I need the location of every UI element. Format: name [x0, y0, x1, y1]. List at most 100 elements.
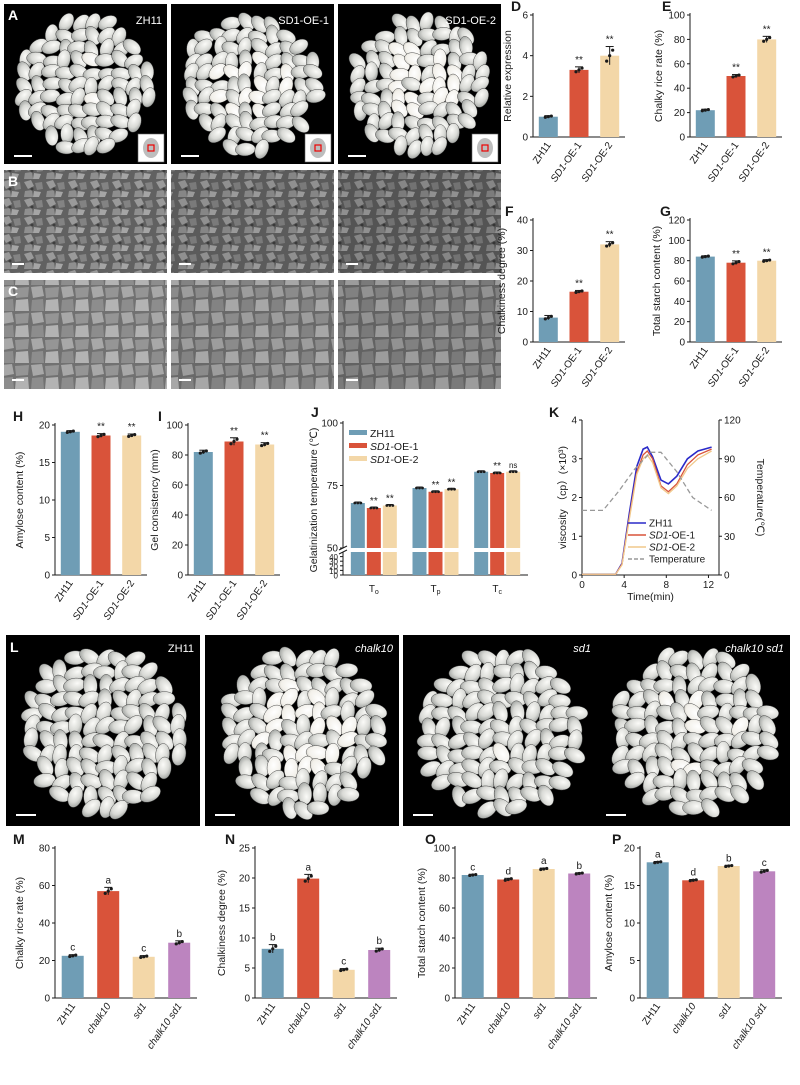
y-tick-label: 60 [172, 481, 184, 492]
data-point [142, 955, 146, 959]
data-point [474, 872, 478, 877]
bar-ZH11 [695, 110, 715, 137]
data-point [421, 486, 424, 490]
data-point [495, 471, 499, 475]
y-tick-label: 120 [668, 216, 685, 227]
bar-ZH11-Tp [412, 488, 427, 548]
data-point [306, 877, 310, 881]
bar-sd1 [332, 969, 355, 998]
photo-label: chalk10 [355, 643, 394, 655]
sem-image-C-3 [338, 280, 501, 389]
rice-grain [171, 743, 187, 766]
bar-ZH11 [646, 862, 669, 999]
bar-ZH11 [61, 955, 84, 998]
data-point [303, 879, 307, 883]
rice-grain [461, 650, 482, 668]
x-tick-label: 4 [621, 580, 627, 591]
significance-label: ** [386, 494, 394, 505]
y-tick-label: 20 [624, 844, 636, 855]
bar-SD1-OE-2-Tc [506, 471, 521, 548]
x-tick-sub: p [437, 589, 441, 596]
x-tick-label: Tc [492, 584, 502, 596]
significance-label: a [655, 850, 661, 861]
sem-shade [171, 280, 334, 389]
rice-grain [474, 88, 489, 108]
significance-label: ** [732, 249, 740, 260]
rice-grain [81, 798, 101, 818]
data-point [508, 470, 512, 474]
y-tick-label: 80 [39, 844, 51, 855]
bar-ZH11-To [350, 503, 365, 548]
significance-label: ** [261, 431, 269, 442]
bar-chalk10 sd1 [753, 871, 776, 999]
bar-SD1-OE-1-To [366, 508, 381, 548]
sem-texture [338, 170, 501, 273]
significance-label: ** [606, 35, 614, 46]
y-tick-label: 20 [239, 874, 251, 885]
data-point [653, 861, 657, 865]
y-tick-label: 40 [517, 216, 529, 227]
data-point [503, 878, 507, 882]
line-series-SD1-OE-2 [582, 450, 712, 575]
data-point [345, 967, 349, 971]
rice-grain [96, 138, 116, 154]
rice-grain [364, 123, 380, 143]
y-tick-label: 80 [172, 451, 184, 462]
bar-lower-SD1-OE-2-To [382, 552, 397, 575]
y-tick-label: 80 [674, 35, 686, 46]
significance-label: ** [575, 278, 583, 289]
grain-photo-3: SD1-OE-2 [338, 4, 501, 164]
x-tick-label: chalk10 sd1 [545, 1001, 585, 1051]
rice-grain [758, 715, 776, 736]
panel-letter-L: L [10, 639, 19, 655]
y-tick-label: 20 [329, 562, 338, 571]
rice-grain [378, 112, 395, 131]
legend-swatch [349, 443, 367, 448]
x-tick-main: T [430, 584, 436, 595]
x-tick-rest: -OE-1 [82, 578, 107, 607]
chart-P: 0 5 10 15 20 Amylose content (%) Pa ZH11 d chalk1… [603, 831, 782, 1051]
rice-grain [60, 123, 74, 144]
sem-image-B-1 [4, 170, 167, 273]
data-point [198, 451, 202, 455]
rice-grain [66, 756, 85, 777]
x-tick-rest: -OE-2 [113, 578, 138, 607]
data-point [68, 954, 72, 959]
y-axis-label: Chalky rice rate (%) [653, 30, 665, 122]
data-point [577, 871, 581, 876]
significance-label: c [70, 943, 75, 954]
rice-grain [289, 38, 309, 55]
panel-letter-O: O [425, 831, 436, 847]
y-tick-label: 0 [679, 338, 685, 349]
bar-SD1-OE-1-Tp [428, 491, 443, 548]
data-point [130, 433, 134, 438]
y-tick-label: 30 [517, 246, 529, 257]
significance-label: d [690, 868, 696, 879]
rice-grain [335, 663, 359, 678]
chart-O: 0 20 40 60 80 100 Total starch content (%) Oc ZH… [416, 831, 597, 1051]
panel-letter-I: I [158, 408, 162, 424]
data-point [74, 953, 78, 957]
sem-shade [338, 280, 501, 389]
legend-italic: SD1 [370, 454, 390, 466]
data-point [235, 437, 239, 441]
panel-letter-M: M [13, 831, 25, 847]
y-tick-label: 10 [239, 934, 251, 945]
x-tick-rest: -OE-1 [560, 140, 585, 169]
sem-shade [4, 170, 167, 273]
bar-lower-ZH11-Tp [412, 552, 427, 575]
data-point [514, 470, 518, 474]
bar-SD1-OE-2 [600, 244, 620, 342]
x-tick-label: ZH11 [53, 578, 76, 604]
rice-grain [85, 26, 101, 46]
sem-image-B-3 [338, 170, 501, 273]
rice-grain [280, 688, 299, 708]
bar-SD1-OE-1 [569, 291, 589, 342]
bar-ZH11 [538, 116, 558, 137]
data-point [574, 290, 578, 295]
significance-label: a [541, 856, 547, 867]
data-point [574, 872, 578, 876]
sem-shade [171, 170, 334, 273]
bar-lower-SD1-OE-1-Tc [490, 552, 505, 575]
bar-ZH11-Tc [474, 471, 489, 548]
